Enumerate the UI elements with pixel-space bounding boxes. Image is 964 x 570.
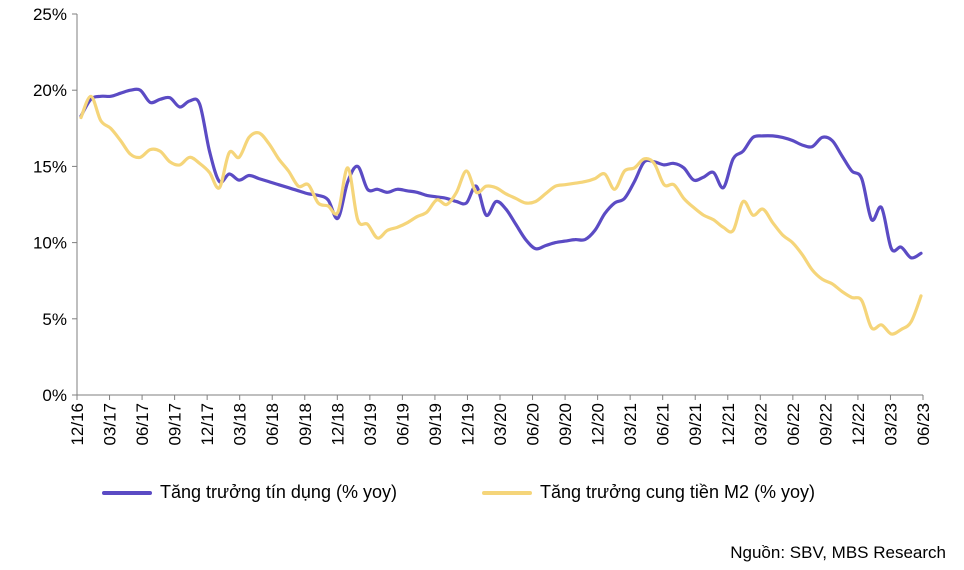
x-tick-label: 03/20 bbox=[491, 403, 510, 446]
series-layer bbox=[79, 87, 923, 336]
x-tick-label: 03/18 bbox=[231, 403, 250, 446]
x-tick-label: 06/21 bbox=[654, 403, 673, 446]
x-tick-label: 03/21 bbox=[621, 403, 640, 446]
x-tick-label: 03/23 bbox=[881, 403, 900, 446]
x-axis: 12/16 03/17 06/17 09/17 12/17 03/18 06/18 09/18… bbox=[68, 395, 933, 446]
x-tick-label: 06/17 bbox=[133, 403, 152, 446]
y-axis: 0% 5% 10% 15% 20% 25% bbox=[33, 5, 77, 405]
legend-swatch-credit bbox=[102, 490, 152, 495]
line-chart: 0%5%10%15%20%25% 12/16 03/17 06/17 09/17 12/… bbox=[33, 5, 933, 446]
x-tick-label: 09/18 bbox=[296, 403, 315, 446]
source-note: Nguồn: SBV, MBS Research bbox=[730, 543, 946, 562]
x-tick-label: 03/17 bbox=[101, 403, 120, 446]
y-tick-label: 0% bbox=[42, 386, 67, 405]
y-tick-label: 15% bbox=[33, 157, 67, 176]
x-tick-label: 12/19 bbox=[458, 403, 477, 446]
legend-label-credit: Tăng trưởng tín dụng (% yoy) bbox=[160, 482, 397, 502]
series-line-m2 bbox=[79, 94, 923, 336]
legend-swatch-m2 bbox=[482, 490, 532, 495]
x-tick-label: 09/20 bbox=[556, 403, 575, 446]
x-tick-label: 09/21 bbox=[686, 403, 705, 446]
x-tick-label: 06/18 bbox=[263, 403, 282, 446]
x-tick-label: 12/20 bbox=[589, 403, 608, 446]
legend-item-m2: Tăng trưởng cung tiền M2 (% yoy) bbox=[482, 482, 815, 503]
x-tick-label: 09/17 bbox=[166, 403, 185, 446]
legend-item-credit: Tăng trưởng tín dụng (% yoy) bbox=[102, 482, 397, 503]
y-tick-label: 25% bbox=[33, 5, 67, 24]
x-tick-label: 12/17 bbox=[198, 403, 217, 446]
x-tick-label: 12/18 bbox=[328, 403, 347, 446]
legend: Tăng trưởng tín dụng (% yoy) Tăng trưởng… bbox=[0, 482, 964, 508]
x-tick-label: 12/16 bbox=[68, 403, 87, 446]
x-tick-label: 03/19 bbox=[361, 403, 380, 446]
y-tick-label: 20% bbox=[33, 81, 67, 100]
y-tick-label: 5% bbox=[42, 310, 67, 329]
series-line-credit bbox=[79, 87, 923, 260]
x-tick-label: 12/22 bbox=[849, 403, 868, 446]
x-tick-label: 09/19 bbox=[426, 403, 445, 446]
y-tick-label: 10% bbox=[33, 234, 67, 253]
x-tick-label: 06/22 bbox=[784, 403, 803, 446]
legend-label-m2: Tăng trưởng cung tiền M2 (% yoy) bbox=[540, 482, 815, 502]
x-tick-label: 06/23 bbox=[914, 403, 933, 446]
x-tick-label: 03/22 bbox=[751, 403, 770, 446]
x-tick-label: 12/21 bbox=[719, 403, 738, 446]
x-tick-label: 06/19 bbox=[393, 403, 412, 446]
x-tick-label: 09/22 bbox=[816, 403, 835, 446]
x-tick-label: 06/20 bbox=[524, 403, 543, 446]
